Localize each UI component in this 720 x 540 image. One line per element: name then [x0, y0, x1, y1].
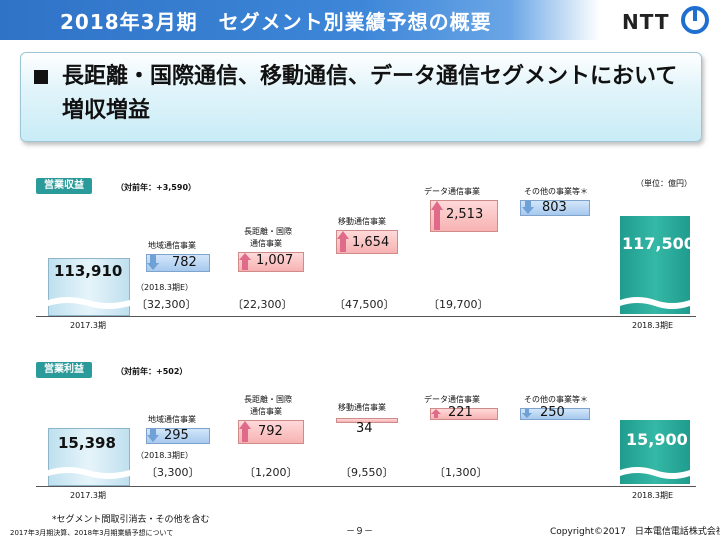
down-arrow-icon [147, 255, 159, 270]
profit-seg3-value: 34 [356, 421, 373, 436]
up-arrow-icon [337, 231, 349, 252]
rev-seg5-value: 803 [542, 200, 567, 215]
rev-seg4-bar [430, 200, 498, 232]
headline-text: 長距離・国際通信、移動通信、データ通信セグメントにおいて 増収増益 [62, 60, 682, 128]
profit-seg1-paren: 〔3,300〕 [146, 466, 200, 479]
rev-seg5-bar [520, 200, 590, 216]
up-arrow-icon [431, 201, 443, 230]
rev-seg2-name-l1: 長距離・国際 [244, 227, 292, 236]
profit-end-value: 15,900 [626, 430, 688, 449]
rev-period-note: （2018.3期E） [136, 283, 194, 292]
profit-seg5-bar [520, 408, 590, 420]
revenue-start-value: 113,910 [54, 262, 123, 280]
rev-seg4-name: データ通信事業 [424, 187, 480, 196]
profit-period-note: （2018.3期E） [136, 451, 194, 460]
profit-seg2-name-l2: 通信事業 [250, 407, 282, 416]
headline-bullet [34, 70, 48, 84]
revenue-end-wave [620, 297, 690, 309]
profit-seg3-bar [336, 418, 398, 423]
page-number: －９－ [346, 527, 374, 537]
profit-seg4-paren: 〔1,300〕 [434, 466, 488, 479]
footnote: *セグメント間取引消去・その他を含む [52, 515, 210, 525]
profit-seg2-paren: 〔1,200〕 [244, 466, 298, 479]
copyright: Copyright©2017 日本電信電話株式会社 [550, 527, 720, 537]
profit-seg1-name: 地域通信事業 [148, 415, 196, 424]
rev-seg2-value: 1,007 [256, 253, 294, 268]
profit-axis [36, 486, 696, 487]
profit-seg4-value: 221 [448, 405, 473, 420]
rev-seg1-paren: 〔32,300〕 [136, 298, 197, 311]
headline-box [20, 52, 702, 142]
rev-seg1-value: 782 [172, 255, 197, 270]
down-arrow-icon [522, 409, 532, 418]
ntt-logo-text: NTT [622, 10, 670, 34]
page-title: 2018年3月期 セグメント別業績予想の概要 [60, 10, 492, 34]
profit-seg2-value: 792 [258, 424, 283, 439]
rev-seg2-name-l2: 通信事業 [250, 239, 282, 248]
rev-seg3-bar [336, 230, 398, 254]
profit-seg5-name: その他の事業等＊ [524, 395, 588, 404]
down-arrow-icon [147, 429, 159, 442]
profit-start-value: 15,398 [58, 434, 116, 452]
rev-seg3-value: 1,654 [352, 235, 390, 250]
revenue-badge: 営業収益 [36, 178, 92, 194]
rev-seg1-name: 地域通信事業 [148, 241, 196, 250]
profit-end-wave [620, 467, 690, 479]
profit-seg5-value: 250 [540, 405, 565, 420]
profit-badge: 営業利益 [36, 362, 92, 378]
revenue-axis [36, 316, 696, 317]
ntt-logo-icon [681, 6, 709, 34]
down-arrow-icon [522, 201, 534, 214]
profit-seg4-bar [430, 408, 498, 420]
profit-start-label: 2017.3期 [70, 491, 106, 500]
profit-end-label: 2018.3期E [632, 491, 674, 500]
profit-seg3-paren: 〔9,550〕 [340, 466, 394, 479]
profit-seg3-name: 移動通信事業 [338, 403, 386, 412]
unit-label: （単位：億円） [636, 179, 692, 188]
rev-seg4-paren: 〔19,700〕 [428, 298, 489, 311]
up-arrow-icon [431, 409, 441, 418]
rev-seg1-bar [146, 254, 210, 272]
revenue-end-label: 2018.3期E [632, 321, 674, 330]
up-arrow-icon [239, 253, 251, 270]
title-bar [0, 0, 600, 40]
footer-source: 2017年3月期決算、2018年3月期業績予想について [10, 529, 174, 537]
profit-seg4-name: データ通信事業 [424, 395, 480, 404]
rev-seg5-name: その他の事業等＊ [524, 187, 588, 196]
profit-seg1-value: 295 [164, 428, 189, 443]
revenue-start-wave [48, 297, 130, 309]
revenue-start-label: 2017.3期 [70, 321, 106, 330]
profit-seg2-bar [238, 420, 304, 444]
profit-vs-prev: （対前年：+502） [116, 367, 188, 376]
rev-seg3-paren: 〔47,500〕 [334, 298, 395, 311]
headline-line-2: 増収増益 [62, 98, 151, 123]
rev-seg3-name: 移動通信事業 [338, 217, 386, 226]
rev-seg4-value: 2,513 [446, 207, 484, 222]
profit-start-wave [48, 467, 130, 479]
rev-seg2-paren: 〔22,300〕 [232, 298, 293, 311]
revenue-end-value: 117,500 [622, 234, 695, 253]
profit-seg2-name-l1: 長距離・国際 [244, 395, 292, 404]
revenue-vs-prev: （対前年：+3,590） [116, 183, 197, 192]
up-arrow-icon [239, 421, 251, 442]
rev-seg2-bar [238, 252, 304, 272]
profit-seg1-bar [146, 428, 210, 444]
headline-line-1: 長距離・国際通信、移動通信、データ通信セグメントにおいて [62, 64, 678, 89]
